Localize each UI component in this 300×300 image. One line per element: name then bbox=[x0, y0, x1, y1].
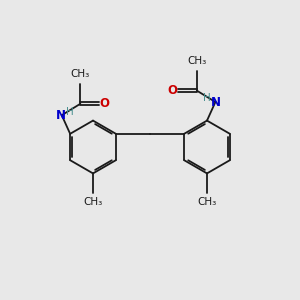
Text: CH₃: CH₃ bbox=[187, 56, 206, 66]
Text: N: N bbox=[56, 109, 66, 122]
Text: O: O bbox=[99, 97, 109, 110]
Text: H: H bbox=[203, 93, 211, 103]
Text: H: H bbox=[66, 106, 74, 117]
Text: CH₃: CH₃ bbox=[83, 197, 103, 207]
Text: N: N bbox=[211, 95, 221, 109]
Text: O: O bbox=[168, 84, 178, 97]
Text: CH₃: CH₃ bbox=[71, 69, 90, 79]
Text: CH₃: CH₃ bbox=[197, 197, 217, 207]
